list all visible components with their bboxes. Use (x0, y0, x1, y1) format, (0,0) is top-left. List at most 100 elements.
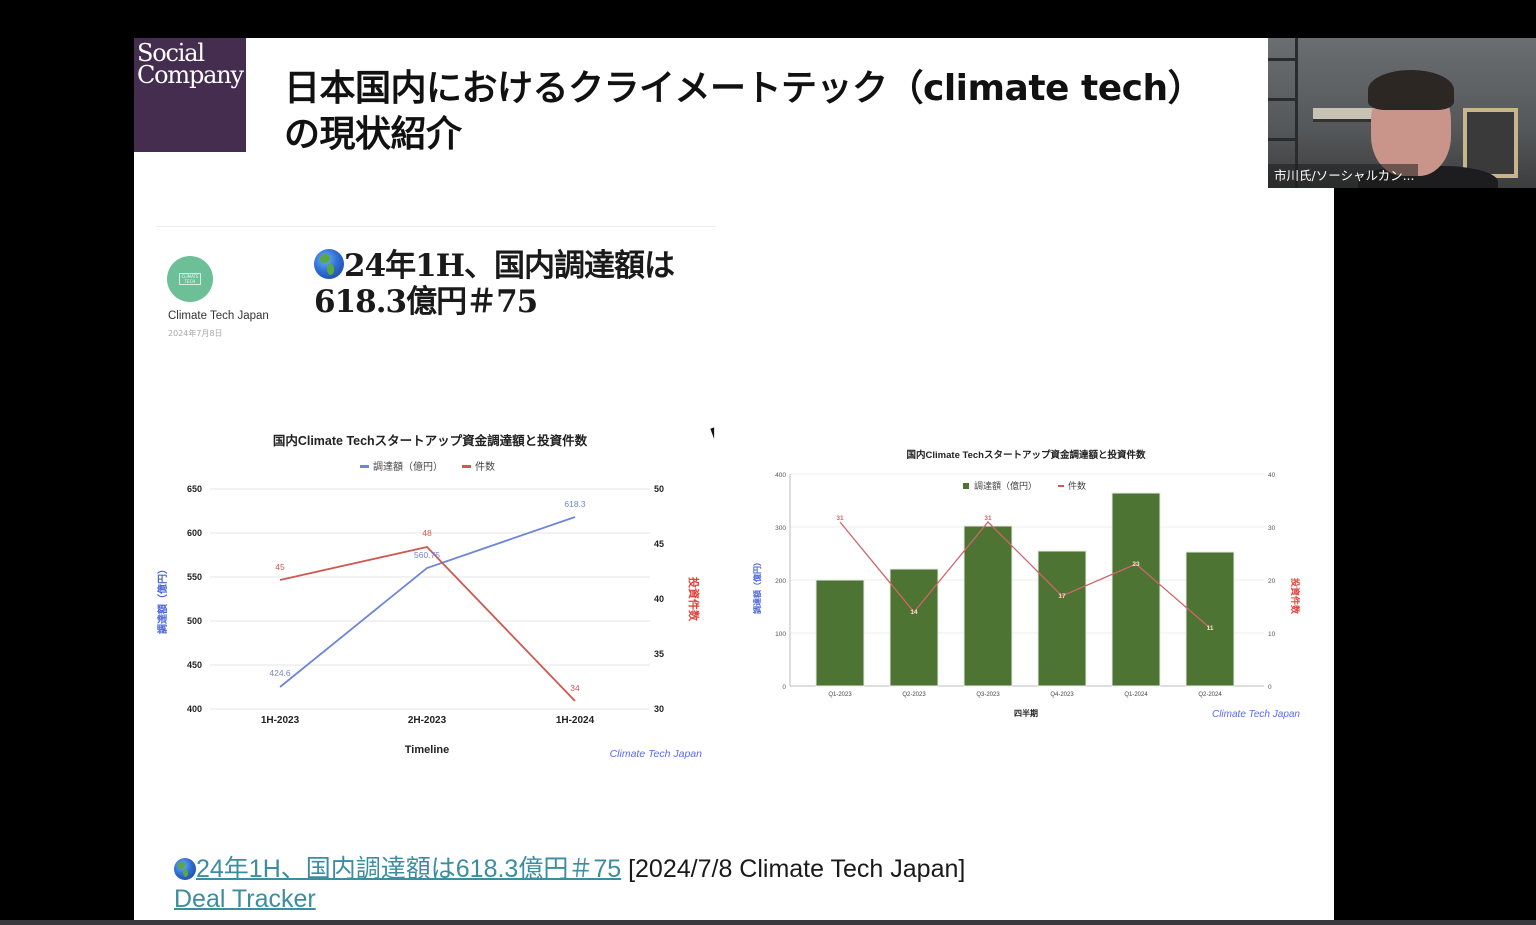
source-citation: 24年1H、国内調達額は618.3億円＃75 [2024/7/8 Climate… (174, 854, 965, 914)
bar-q2-2023 (889, 568, 939, 687)
left-axis-ticks: 650 600 550 500 450 400 (187, 484, 202, 714)
chart-title: 国内Climate Techスタートアップ資金調達額と投資件数 (273, 433, 588, 448)
count-data-labels: 45 48 34 (275, 528, 580, 693)
x-axis-ticks: Q1-2023 Q2-2023 Q3-2023 Q4-2023 Q1-2024 … (828, 692, 1222, 698)
chart-watermark: Climate Tech Japan (1212, 709, 1300, 720)
svg-text:618.3: 618.3 (564, 499, 586, 509)
globe-americas-icon (174, 858, 196, 880)
svg-text:450: 450 (187, 660, 202, 670)
svg-text:550: 550 (187, 572, 202, 582)
svg-text:20: 20 (1268, 578, 1276, 585)
citation-text: [2024/7/8 Climate Tech Japan] (621, 855, 966, 883)
article-title-line-1: 24年1H、国内調達額は (344, 248, 675, 284)
author-name: Climate Tech Japan (168, 310, 269, 322)
svg-text:23: 23 (1132, 561, 1140, 568)
climate-tech-japan-logo-icon: CLIMATE TECH JAPAN (179, 273, 201, 285)
svg-text:300: 300 (775, 525, 786, 532)
svg-text:1H-2024: 1H-2024 (556, 715, 595, 726)
legend-label-amount: 調達額（億円） (373, 460, 443, 473)
count-line (279, 546, 576, 702)
slide-title-line-2: の現状紹介 (284, 114, 462, 155)
svg-text:650: 650 (187, 484, 202, 494)
svg-text:424.6: 424.6 (269, 668, 291, 678)
svg-text:35: 35 (654, 649, 664, 659)
svg-text:14: 14 (910, 609, 918, 616)
article-divider (156, 226, 716, 227)
svg-text:50: 50 (654, 484, 664, 494)
svg-text:11: 11 (1207, 625, 1214, 632)
svg-text:31: 31 (984, 515, 992, 522)
article-link-text: 24年1H、国内調達額は618.3億円＃75 (196, 855, 622, 883)
svg-text:400: 400 (775, 472, 786, 479)
svg-text:0: 0 (1268, 684, 1272, 691)
participant-video-tile[interactable]: 市川氏/ソーシャルカン... (1268, 38, 1536, 188)
bar-q1-2024 (1111, 492, 1161, 687)
amount-line (279, 516, 576, 688)
background-desk (1313, 108, 1383, 122)
right-axis-ticks: 40 30 20 10 0 (1268, 472, 1276, 691)
author-date: 2024年7月8日 (168, 329, 223, 338)
svg-text:48: 48 (422, 528, 432, 538)
quarterly-bar-chart: 国内Climate Techスタートアップ資金調達額と投資件数 調達額（億円） … (744, 438, 1314, 738)
legend-swatch-red (462, 465, 471, 468)
svg-text:Q1-2023: Q1-2023 (828, 692, 852, 698)
left-axis-title: 調達額（億円） (156, 564, 169, 634)
chart-legend: 調達額（億円） 件数 (360, 460, 495, 473)
svg-text:40: 40 (654, 594, 664, 604)
globe-americas-icon (314, 249, 344, 279)
svg-text:400: 400 (187, 704, 202, 714)
social-company-logo: Social Company (134, 38, 246, 152)
slide-title: 日本国内におけるクライメートテック（climate tech） の現状紹介 (284, 66, 1284, 158)
gridlines (790, 473, 1264, 634)
right-axis-title: 投資件数 (687, 577, 701, 622)
author-avatar: CLIMATE TECH JAPAN (167, 256, 213, 302)
amount-data-labels: 424.6 560.75 618.3 (269, 499, 586, 678)
legend-label-count: 件数 (475, 460, 495, 473)
bar-q4-2023 (1037, 550, 1087, 687)
legend-swatch-green (963, 483, 969, 489)
svg-text:Q2-2024: Q2-2024 (1198, 692, 1222, 698)
background-shelf (1268, 38, 1298, 188)
chart-watermark: Climate Tech Japan (610, 748, 703, 760)
deal-tracker-link[interactable]: Deal Tracker (174, 885, 316, 913)
svg-text:45: 45 (275, 562, 285, 572)
svg-text:30: 30 (1268, 525, 1276, 532)
x-axis-title: Timeline (405, 744, 449, 756)
svg-text:34: 34 (570, 683, 580, 693)
count-data-labels: 31 14 31 17 23 11 (836, 515, 1213, 632)
svg-text:560.75: 560.75 (414, 550, 440, 560)
left-axis-ticks: 400 300 200 100 0 (775, 472, 786, 691)
svg-text:0: 0 (782, 684, 786, 691)
right-axis-title: 投資件数 (1290, 578, 1301, 615)
svg-text:40: 40 (1268, 472, 1276, 479)
logo-line-1: Social (137, 39, 205, 67)
svg-text:Q2-2023: Q2-2023 (902, 692, 926, 698)
article-title-line-2: 618.3億円＃75 (314, 284, 538, 320)
legend-swatch-blue (360, 465, 369, 468)
participant-name-label: 市川氏/ソーシャルカン... (1268, 164, 1418, 188)
svg-text:Q3-2023: Q3-2023 (976, 692, 1000, 698)
slide-title-line-1: 日本国内におけるクライメートテック（climate tech） (284, 68, 1204, 109)
svg-text:200: 200 (775, 578, 786, 585)
left-axis-title: 調達額（億円） (752, 558, 762, 614)
svg-text:2H-2023: 2H-2023 (408, 715, 447, 726)
amount-bars (815, 492, 1235, 687)
svg-text:30: 30 (654, 704, 664, 714)
svg-text:31: 31 (836, 515, 844, 522)
bar-q2-2024 (1185, 551, 1235, 687)
chart-title: 国内Climate Techスタートアップ資金調達額と投資件数 (907, 449, 1146, 461)
svg-text:45: 45 (654, 539, 664, 549)
article-title: 24年1H、国内調達額は 618.3億円＃75 (314, 248, 734, 320)
legend-label-amount: 調達額（億円） (974, 480, 1037, 491)
svg-text:Q1-2024: Q1-2024 (1124, 692, 1148, 698)
chart-legend: 調達額（億円） 件数 (963, 480, 1086, 491)
svg-text:500: 500 (187, 616, 202, 626)
article-link[interactable]: 24年1H、国内調達額は618.3億円＃75 (174, 855, 621, 883)
logo-line-2: Company (137, 61, 244, 89)
legend-swatch-red (1058, 485, 1064, 487)
svg-text:17: 17 (1058, 593, 1066, 600)
svg-text:10: 10 (1268, 631, 1276, 638)
svg-text:100: 100 (775, 631, 786, 638)
svg-text:Q4-2023: Q4-2023 (1050, 692, 1074, 698)
